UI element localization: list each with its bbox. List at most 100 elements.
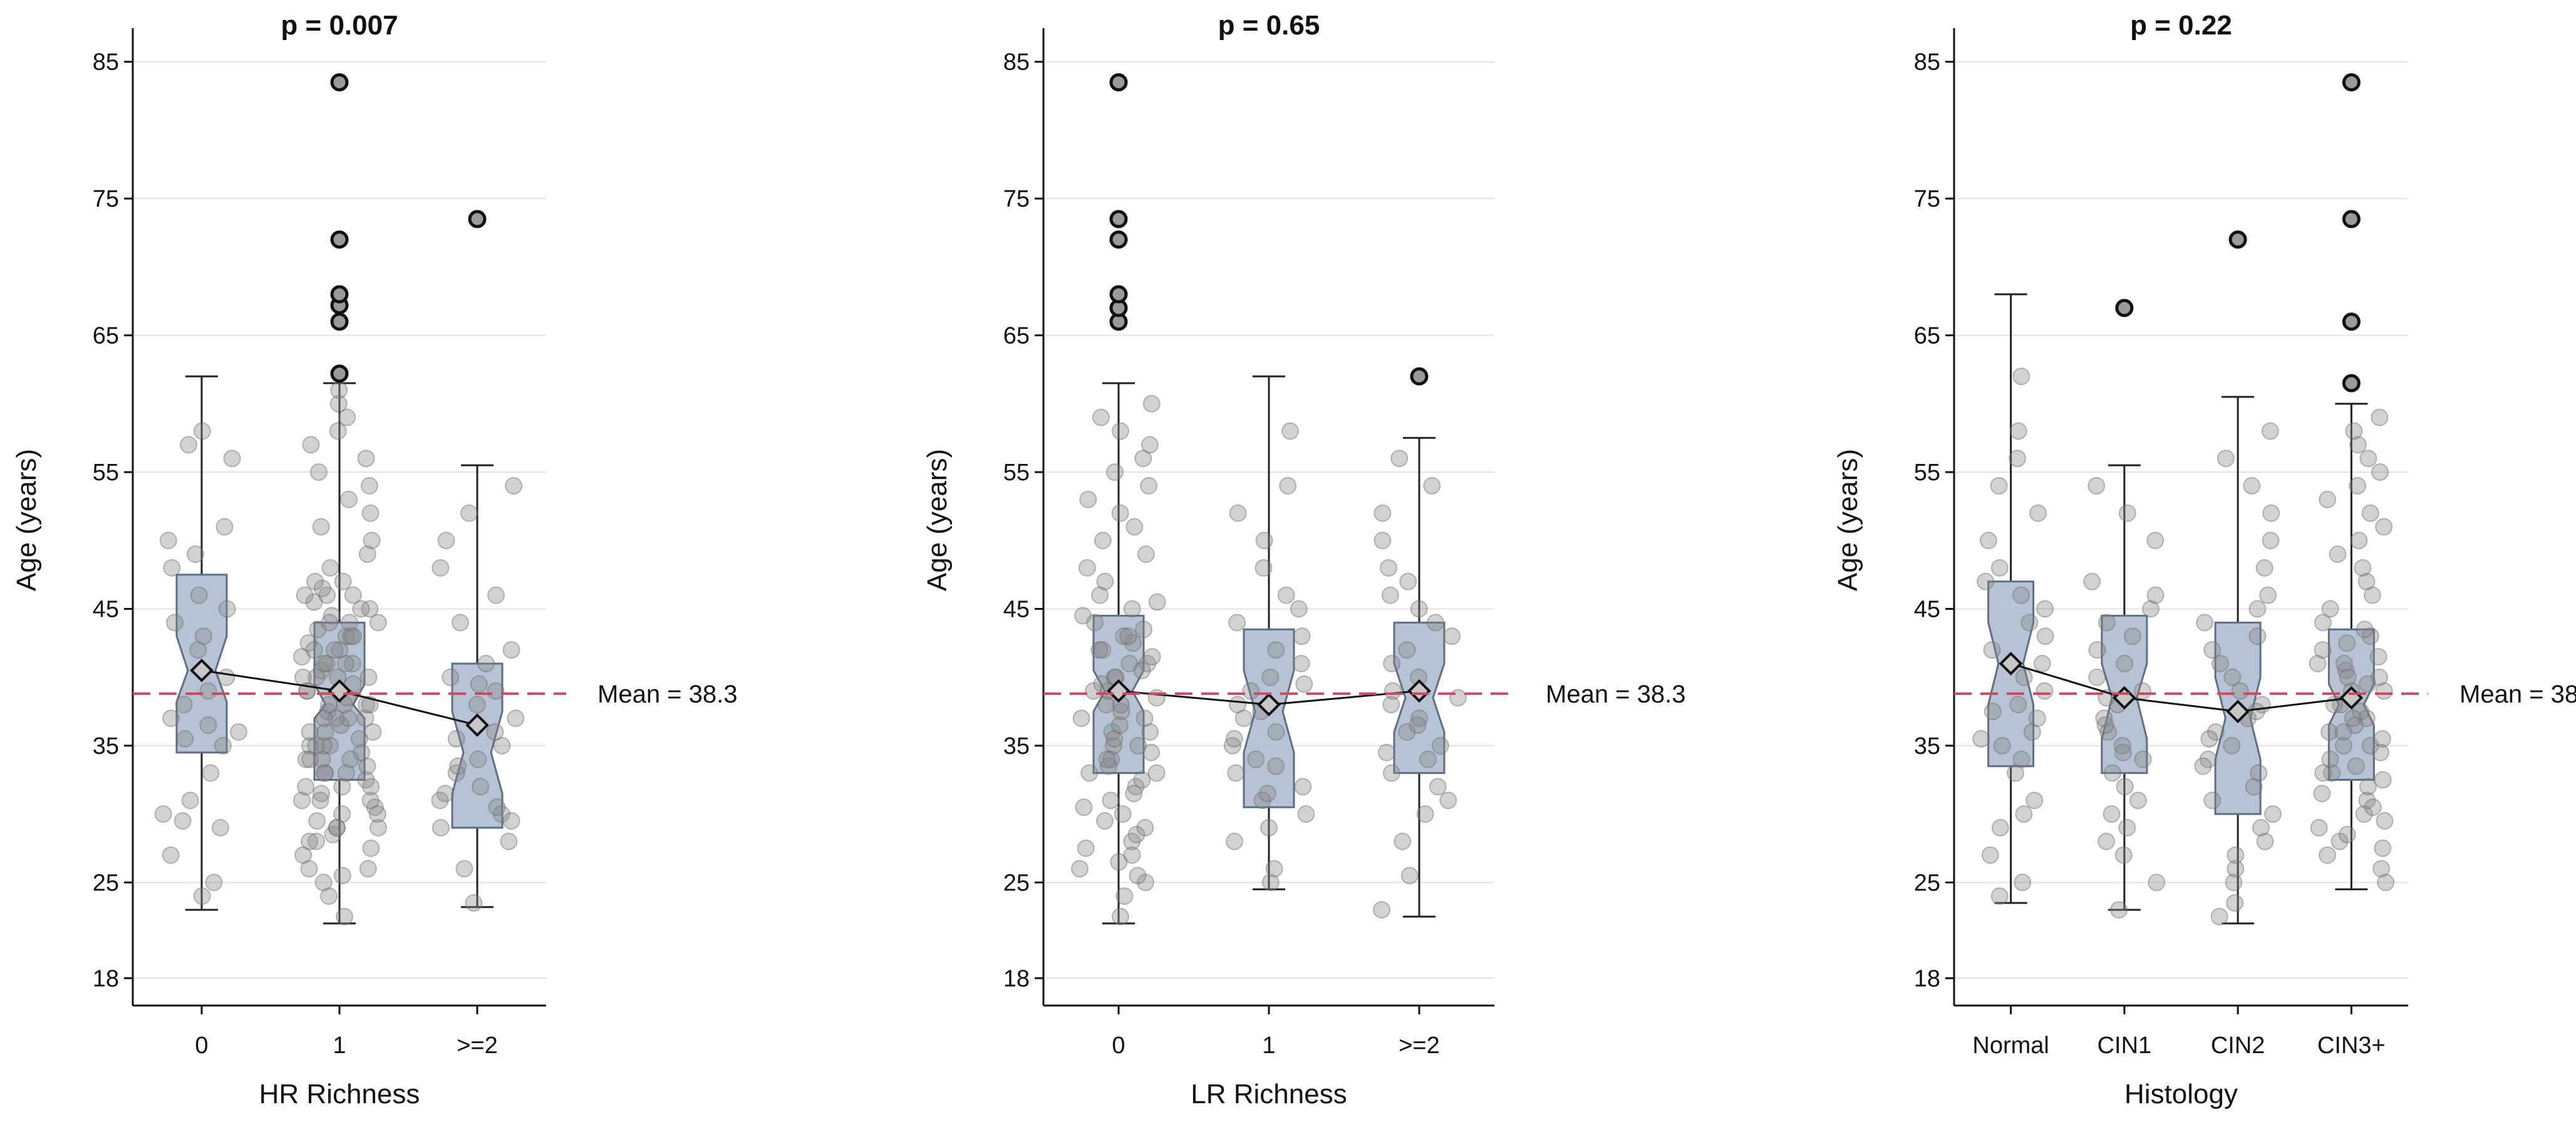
data-point [2223,736,2241,754]
data-point [1984,703,2002,721]
data-point [449,757,467,775]
data-point [307,736,325,754]
x-tick-label: Normal [1972,1032,2049,1059]
notched-box [451,662,504,829]
data-point [1390,450,1409,468]
outlier-point [2342,374,2361,393]
data-point [1439,791,1457,810]
y-tick-label: 75 [1914,186,1940,212]
data-point [1267,757,1285,775]
data-point [1093,675,1111,693]
outlier-point [2228,230,2247,249]
data-point [326,641,344,659]
data-point [1124,634,1142,652]
outlier-point [2115,299,2134,317]
data-point [230,723,248,741]
data-point [1143,647,1161,666]
data-point [2375,682,2393,700]
data-point [2359,450,2377,468]
data-point [166,614,184,632]
data-point [1979,532,1997,550]
data-point [2141,600,2160,618]
data-point [194,627,212,646]
data-point [2356,620,2374,639]
data-point [1112,703,1130,721]
notched-box [1243,628,1295,808]
data-point [361,504,380,522]
data-point [2248,627,2267,646]
mean-connector-line [2010,662,2352,713]
data-point [193,422,211,440]
data-point [2116,778,2134,796]
data-point [333,867,351,885]
data-point [2088,668,2106,686]
outlier-point [330,312,349,331]
y-tick-label: 65 [1003,323,1030,349]
data-point [2346,716,2364,734]
data-point [1229,504,1247,522]
data-point [364,723,382,741]
data-point [1279,476,1297,495]
data-point [2118,819,2136,837]
data-point [306,572,324,590]
y-axis-title: Age (years) [1833,449,1863,591]
y-axis-title: Age (years) [922,449,953,591]
mean-marker [1407,679,1431,703]
data-point [199,682,217,700]
data-point [2262,504,2280,522]
data-point [2211,654,2229,672]
chart-panel-1: 18 25 35 45 55 65 75 85 0 1 >=2 p = 0.007 HR Richnes… [11,10,738,1109]
data-point [2227,846,2245,864]
x-axis-title: HR Richness [259,1079,420,1109]
data-point [1449,689,1467,707]
data-point [1394,832,1412,850]
data-point [318,586,336,604]
data-point [2129,791,2147,810]
data-point [1120,654,1139,672]
outlier-point [468,210,487,229]
data-point [2319,490,2337,508]
data-point [2361,627,2379,646]
data-point [215,518,234,536]
data-point [2114,846,2133,864]
y-tick-label: 18 [1003,965,1030,992]
outlier-point [1109,230,1128,249]
data-point [2263,805,2282,823]
data-point [330,381,348,399]
data-point [321,558,339,577]
data-point [492,805,510,823]
data-point [1137,545,1155,564]
data-point [1225,832,1243,850]
data-point [2014,873,2032,892]
data-point [1261,873,1280,892]
y-axis-title: Age (years) [11,449,42,591]
data-point [2088,641,2106,659]
data-point [502,641,520,659]
data-point [309,463,328,481]
data-point [323,607,341,625]
data-point [2123,627,2141,646]
data-point [357,771,375,789]
data-point [294,846,313,864]
data-point [1234,709,1253,728]
mean-marker [1257,692,1281,717]
data-point [2096,716,2114,734]
data-point [487,682,505,700]
x-tick-label: CIN3+ [2317,1032,2386,1059]
data-point [2036,600,2054,618]
data-point [1419,750,1437,768]
data-point [1136,819,1154,837]
data-point [2374,771,2392,789]
data-point [199,716,217,734]
data-point [2036,627,2054,646]
data-point [437,532,455,550]
data-point [2314,641,2332,659]
data-point [1373,532,1392,550]
data-point [357,450,375,468]
data-point [1981,846,1999,864]
data-point [1373,901,1391,919]
data-point [1095,812,1114,830]
data-point [217,668,235,686]
data-point [2363,586,2381,604]
